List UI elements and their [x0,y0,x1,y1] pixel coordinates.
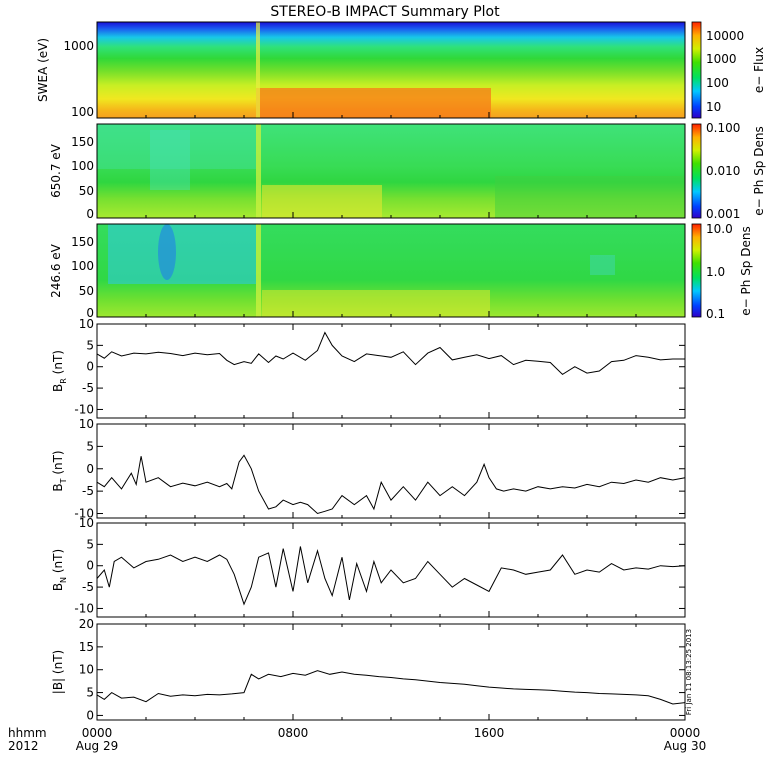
br-panel: 10 5 0 -5 -10 BR (nT) [51,317,686,419]
bn-ytick-label: -10 [74,601,94,615]
swea-enhanced-edge [256,22,260,118]
pad650-ytick-0: 0 [86,207,94,221]
x-tick-1600: 1600 [474,726,505,740]
pad-246-band-3 [256,224,261,317]
footer-hhmm: hhmm [8,726,47,740]
pad-650-panel [96,123,686,219]
bmag-ytick-label: 15 [79,640,94,654]
br-ytick-label: -5 [82,381,94,395]
pad650-cbar-tick-mid: 0.010 [706,164,740,178]
br-series-line [96,331,685,376]
colorbar-pad246 [691,223,702,318]
colorbar-swea [691,21,702,119]
pad-650-band-4 [256,124,261,218]
pad650-ylabel: 650.7 eV [49,143,63,198]
pad650-ytick-100: 100 [71,159,94,173]
bt-ytick-label: 10 [79,417,94,431]
pad-650-band-2 [150,130,190,190]
swea-cbar-tick-1000: 1000 [706,52,737,66]
bmag-ytick-label: 5 [86,686,94,700]
bmag-series-line [96,670,686,705]
pad-246-panel [96,223,686,318]
br-ytick-label: -10 [74,402,94,416]
bn-ytick-label: 0 [86,559,94,573]
pad650-y-ticks: 150 100 50 0 [71,135,94,221]
x-tick-0000-start: 0000 [82,726,113,740]
br-ylabel: BR (nT) [51,350,68,392]
pad-246-band-1 [108,224,256,284]
bt-series-line [96,454,686,515]
pad-246-band-5 [590,255,615,275]
bt-ytick-label: -5 [82,484,94,498]
x-axis-ticks: 0000 0800 1600 0000 Aug 29 Aug 30 hhmm 2… [8,726,706,753]
pad-246-band-2 [158,224,176,280]
swea-ytick-1000: 1000 [63,39,94,53]
pad246-ytick-100: 100 [71,259,94,273]
pad246-cbar-tick-mid: 1.0 [706,265,725,279]
swea-spectrogram-panel [96,21,686,119]
swea-enhanced-region [256,88,491,118]
pad650-colorbar-label: e− Ph Sp Dens [752,126,766,215]
date-start: Aug 29 [76,739,119,753]
swea-cbar-tick-10: 10 [706,100,721,114]
colorbar-pad650 [691,123,702,219]
pad246-cbar-tick-bot: 0.1 [706,307,725,321]
pad246-cbar-tick-top: 10.0 [706,222,733,236]
bmag-frame [96,623,686,721]
br-ytick-label: 5 [86,338,94,352]
pad246-ylabel: 246.6 eV [49,243,63,298]
plot-title: STEREO-B IMPACT Summary Plot [270,4,500,20]
bt-ytick-label: -10 [74,507,94,521]
bmag-panel: 20 15 10 5 0 |B| (nT) [51,617,686,722]
x-tick-0000-end: 0000 [670,726,701,740]
swea-colorbar-ticks: 10000 1000 100 10 [706,29,744,114]
pad650-colorbar-ticks: 0.100 0.010 0.001 [706,121,740,221]
bmag-ytick-label: 20 [79,617,94,631]
bt-frame [96,423,686,519]
swea-cbar-tick-100: 100 [706,76,729,90]
bn-panel: 10 5 0 -5 -10 BN (nT) [51,516,686,618]
date-end: Aug 30 [664,739,707,753]
bn-ytick-label: 5 [86,537,94,551]
bn-ylabel: BN (nT) [51,549,68,591]
pad246-y-ticks: 150 100 50 0 [71,235,94,320]
pad-650-band-1 [97,124,256,169]
pad-650-band-5 [495,176,685,218]
swea-y-ticks: 1000 100 [63,39,94,119]
pad246-colorbar-ticks: 10.0 1.0 0.1 [706,222,733,321]
pad650-cbar-tick-top: 0.100 [706,121,740,135]
bn-ytick-label: 10 [79,516,94,530]
swea-ytick-100: 100 [71,105,94,119]
footer-year: 2012 [8,739,39,753]
bn-ytick-label: -5 [82,580,94,594]
pad650-ytick-150: 150 [71,135,94,149]
bmag-ylabel: |B| (nT) [51,650,65,694]
bt-ylabel: BT (nT) [51,450,68,491]
x-tick-0800: 0800 [278,726,309,740]
pad246-ytick-150: 150 [71,235,94,249]
pad246-ytick-50: 50 [79,284,94,298]
swea-ylabel: SWEA (eV) [36,38,50,102]
swea-colorbar-label: e− Flux [752,47,766,93]
pad650-cbar-tick-bot: 0.001 [706,207,740,221]
swea-cbar-tick-10000: 10000 [706,29,744,43]
bmag-ytick-label: 0 [86,708,94,722]
timestamp: Fri Jan 11 08:13:25 2013 [685,629,693,715]
bt-ytick-label: 5 [86,439,94,453]
bmag-ytick-label: 10 [79,663,94,677]
bn-series-line [96,546,686,606]
pad246-ytick-0: 0 [86,306,94,320]
pad-650-band-3 [262,185,382,218]
br-ytick-label: 10 [79,317,94,331]
bt-ytick-label: 0 [86,462,94,476]
pad-246-band-4 [262,290,490,317]
pad246-colorbar-label: e− Ph Sp Dens [739,226,753,315]
pad650-ytick-50: 50 [79,184,94,198]
br-ytick-label: 0 [86,360,94,374]
bt-panel: 10 5 0 -5 -10 BT (nT) [51,417,686,521]
